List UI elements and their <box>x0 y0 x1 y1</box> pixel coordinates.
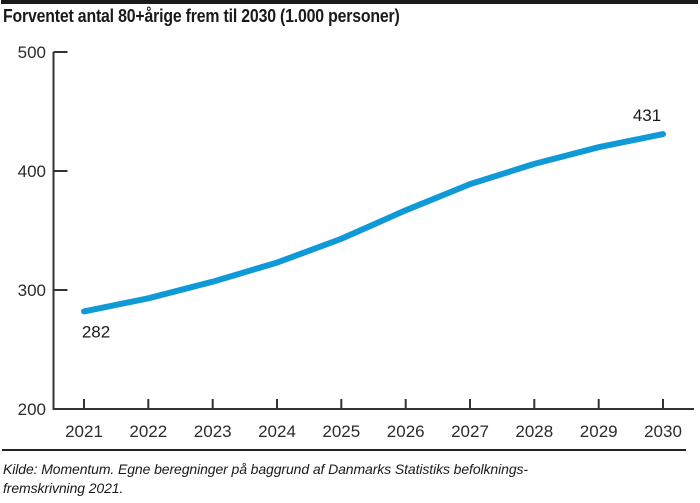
line-chart: 200 300 400 500 2021 2022 2023 2024 2025 2026 2027… <box>18 43 694 441</box>
axes <box>52 52 694 410</box>
x-tick-label: 2024 <box>258 422 296 441</box>
x-tick-label: 2022 <box>129 422 167 441</box>
top-accent-bar <box>1 0 698 4</box>
y-tick-label: 200 <box>18 400 46 419</box>
x-tick-label: 2027 <box>451 422 489 441</box>
x-tick-label: 2030 <box>644 422 682 441</box>
footer-divider <box>2 449 686 451</box>
x-tick-label: 2029 <box>580 422 618 441</box>
data-label: 431 <box>633 106 661 125</box>
y-tick-label: 400 <box>18 162 46 181</box>
source-line-2: fremskrivning 2021. <box>3 480 124 496</box>
x-tick-label: 2023 <box>194 422 232 441</box>
x-tick-label: 2021 <box>65 422 103 441</box>
y-tick-label: 500 <box>18 43 46 62</box>
y-tick-label: 300 <box>18 281 46 300</box>
chart-title: Forventet antal 80+årige frem til 2030 (… <box>3 6 400 26</box>
data-line <box>81 131 666 315</box>
x-tick-label: 2028 <box>515 422 553 441</box>
data-label: 282 <box>82 322 110 341</box>
source-line-1: Kilde: Momentum. Egne beregninger på bag… <box>3 461 528 477</box>
x-tick-label: 2025 <box>322 422 360 441</box>
x-tick-label: 2026 <box>387 422 425 441</box>
